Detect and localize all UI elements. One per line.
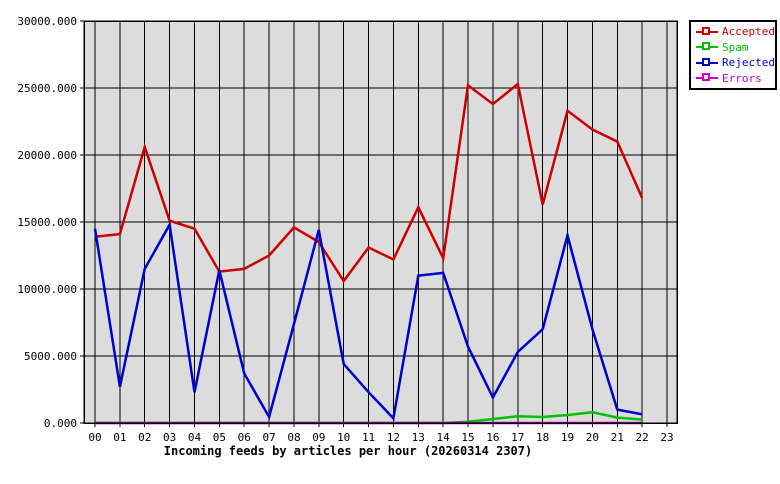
accepted-line-swatch [696, 26, 718, 35]
chart-title: Incoming feeds by articles per hour (202… [164, 444, 532, 458]
x-axis-label: 21 [611, 431, 624, 444]
y-axis-label: 20000.000 [17, 149, 77, 162]
x-axis-label: 16 [486, 431, 499, 444]
accepted-marker-icon [702, 26, 710, 35]
errors-line-swatch [696, 73, 718, 82]
legend-item-rejected: Rejected [696, 55, 775, 70]
x-axis-label: 14 [437, 431, 451, 444]
x-axis-label: 17 [511, 431, 524, 444]
x-axis-label: 20 [586, 431, 599, 444]
legend-label: Spam [722, 40, 749, 54]
x-axis-label: 02 [138, 431, 151, 444]
y-axis-label: 10000.000 [17, 283, 77, 296]
legend-item-errors: Errors [696, 71, 773, 86]
y-axis-label: 0.000 [44, 417, 77, 430]
x-axis-label: 10 [337, 431, 350, 444]
legend-label: Errors [722, 71, 762, 85]
y-axis-label: 25000.000 [17, 82, 77, 95]
x-axis-label: 09 [312, 431, 325, 444]
spam-line-swatch [696, 42, 718, 51]
x-axis-label: 00 [88, 431, 101, 444]
errors-marker-icon [702, 73, 710, 82]
x-axis-label: 06 [238, 431, 251, 444]
x-axis-label: 23 [660, 431, 673, 444]
legend-label: Rejected [722, 56, 775, 70]
x-axis-label: 03 [163, 431, 176, 444]
x-axis-label: 07 [262, 431, 275, 444]
y-axis-label: 15000.000 [17, 216, 77, 229]
x-axis-label: 05 [213, 431, 226, 444]
x-axis-label: 22 [636, 431, 649, 444]
x-axis-label: 04 [188, 431, 202, 444]
spam-marker-icon [702, 42, 710, 51]
plot-frame [83, 20, 678, 424]
rejected-line-swatch [696, 57, 718, 66]
y-axis-label: 5000.000 [24, 350, 77, 363]
series-line-accepted [94, 81, 644, 284]
legend-label: Accepted [722, 25, 775, 39]
x-axis-label: 18 [536, 431, 549, 444]
series-line-rejected [93, 220, 643, 421]
x-axis-label: 13 [412, 431, 425, 444]
x-axis-label: 19 [561, 431, 574, 444]
x-axis-label: 12 [387, 431, 400, 444]
legend-item-accepted: Accepted [696, 24, 775, 39]
legend-item-spam: Spam [696, 40, 773, 55]
rejected-marker-icon [702, 57, 710, 66]
x-axis-label: 08 [287, 431, 300, 444]
plot-border [83, 20, 678, 424]
legend: Accepted Spam Rejected Errors [689, 20, 777, 90]
axis-labels: 0.000 5000.000 10000.000 15000.000 20000.000… [17, 15, 673, 444]
x-axis-label: 11 [362, 431, 375, 444]
x-axis-label: 01 [113, 431, 126, 444]
y-axis-label: 30000.000 [17, 15, 77, 28]
x-axis-label: 15 [461, 431, 474, 444]
